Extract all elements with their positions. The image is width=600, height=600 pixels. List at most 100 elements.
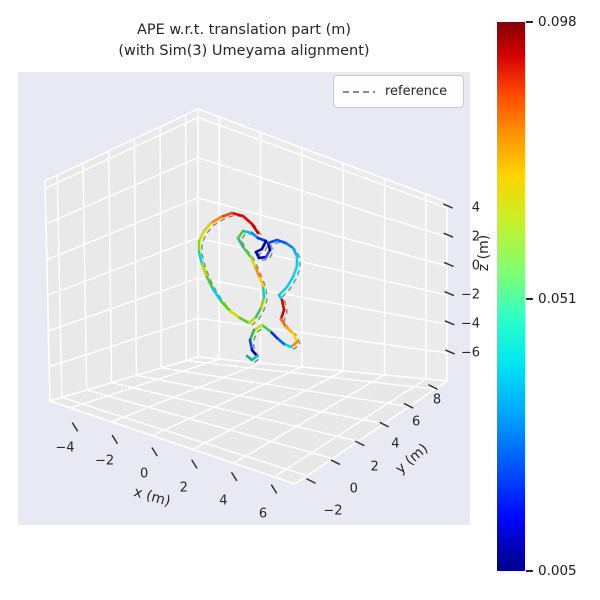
z-axis-label: z (m) [476, 234, 492, 272]
x-tick-label: 0 [140, 466, 149, 482]
estimate-trajectory-segment [200, 262, 209, 279]
colorbar-tick-top-mark [526, 21, 533, 23]
estimate-trajectory-segment [209, 215, 223, 225]
estimate-trajectory-segment [257, 274, 265, 288]
pane-edge [197, 108, 448, 203]
y-tick-mark [355, 440, 365, 447]
estimate-trajectory-segment [268, 329, 279, 340]
z-tick-mark [443, 261, 454, 267]
plot-title-line1: APE w.r.t. translation part (m) [136, 22, 352, 38]
x-tick-mark [191, 459, 198, 469]
estimate-trajectory-segment [245, 354, 254, 362]
pane-edge [197, 356, 448, 382]
estimate-trajectory-segment [238, 316, 251, 325]
estimate-trajectory-segment [284, 241, 295, 250]
floor-x-grid-line [70, 358, 220, 409]
estimate-trajectory-segment [277, 285, 289, 297]
estimate-trajectory-segment [248, 338, 254, 352]
estimate-trajectory-segment [248, 328, 256, 342]
estimate-trajectory-segment [291, 331, 299, 344]
estimate-trajectory-segment [261, 284, 266, 299]
left-wall-z-grid-line [44, 116, 199, 190]
y-tick-mark [330, 459, 341, 465]
pane-edge [44, 108, 199, 182]
y-tick-label: 8 [432, 392, 442, 408]
estimate-trajectory-segment [230, 211, 245, 218]
estimate-trajectory-segment [247, 315, 258, 325]
right-wall-z-grid-line [197, 317, 448, 354]
plot-title: APE w.r.t. translation part (m) (with Si… [0, 20, 488, 62]
x-tick-mark [151, 447, 158, 457]
colorbar-tick-top-label: 0.098 [538, 14, 577, 30]
estimate-trajectory-segment [211, 287, 223, 303]
right-wall-z-grid-line [197, 237, 448, 296]
left-wall-grid-line [56, 174, 63, 399]
estimate-trajectory-segment [279, 308, 286, 321]
estimate-trajectory-segment [236, 229, 245, 240]
pane-edge [49, 400, 296, 485]
z-tick-label: −6 [460, 345, 480, 361]
x-tick-label: −4 [55, 440, 75, 456]
floor-x-grid-line [273, 378, 427, 478]
y-tick-label: 2 [370, 459, 379, 475]
floor-x-grid-line [232, 374, 386, 464]
right-wall-z-grid-line [197, 156, 448, 238]
floor-y-grid-line [110, 381, 359, 442]
estimate-trajectory-segment [279, 317, 288, 329]
x-tick-mark [111, 434, 118, 444]
y-tick-label: 0 [349, 481, 358, 497]
colorbar-tick-bottom-label: 0.005 [538, 563, 577, 579]
floor-y-grid-line [160, 367, 411, 408]
estimate-trajectory-segment [241, 229, 254, 235]
legend[interactable]: reference [333, 75, 464, 108]
colorbar-tick-bottom-mark [526, 570, 533, 572]
estimate-trajectory-segment [275, 238, 288, 245]
floor-y-grid-line [135, 374, 385, 425]
plot-title-line2: (with Sim(3) Umeyama alignment) [118, 43, 370, 59]
y-tick-mark [306, 478, 316, 484]
floor-y-grid-line [86, 389, 334, 460]
estimate-trajectory-segment [260, 323, 272, 333]
estimate-trajectory-segment [280, 298, 286, 312]
left-wall-grid-line [107, 150, 113, 384]
right-wall-z-grid-line [197, 277, 448, 325]
left-wall-grid-line [133, 138, 138, 377]
x-tick-mark [270, 484, 278, 494]
colorbar-tick-mid-label: 0.051 [538, 291, 577, 307]
floor-x-grid-line [192, 370, 344, 451]
estimate-trajectory-segment [197, 229, 206, 243]
estimate-trajectory-segment [260, 239, 268, 251]
estimate-trajectory-segment [256, 236, 268, 243]
x-tick-label: −2 [95, 453, 115, 469]
z-tick-mark [444, 320, 455, 326]
estimate-trajectory-segment [285, 275, 295, 289]
right-wall-z-grid-line [197, 116, 448, 209]
estimate-trajectory-segment [254, 306, 263, 319]
x-tick-mark [231, 472, 238, 482]
estimate-trajectory-segment [259, 295, 266, 310]
estimate-trajectory-segment [264, 248, 272, 259]
right-wall-z-grid-line [197, 197, 448, 267]
z-tick-label: −2 [460, 287, 480, 303]
estimate-trajectory-segment [284, 325, 295, 335]
right-wall-pane [198, 109, 447, 381]
z-tick-mark [444, 291, 455, 297]
estimate-trajectory-segment [266, 238, 279, 245]
colorbar-tick-mid-mark [526, 298, 533, 300]
estimate-trajectory-segment [219, 299, 232, 313]
pane-edge [44, 180, 51, 402]
estimate-trajectory-segment [250, 231, 260, 240]
z-tick-label: 0 [471, 258, 480, 274]
left-wall-z-grid-line [46, 237, 199, 297]
y-tick-label: −2 [323, 503, 343, 519]
estimate-trajectory-segment [241, 245, 252, 258]
reference-dash-sample-icon [343, 90, 375, 93]
estimate-trajectory-segment [248, 254, 257, 268]
legend-reference-label: reference [385, 84, 448, 99]
estimate-trajectory-segment [236, 236, 245, 249]
z-tick-mark [443, 203, 453, 209]
estimate-trajectory-segment [219, 211, 234, 219]
x-tick-mark [71, 422, 79, 432]
